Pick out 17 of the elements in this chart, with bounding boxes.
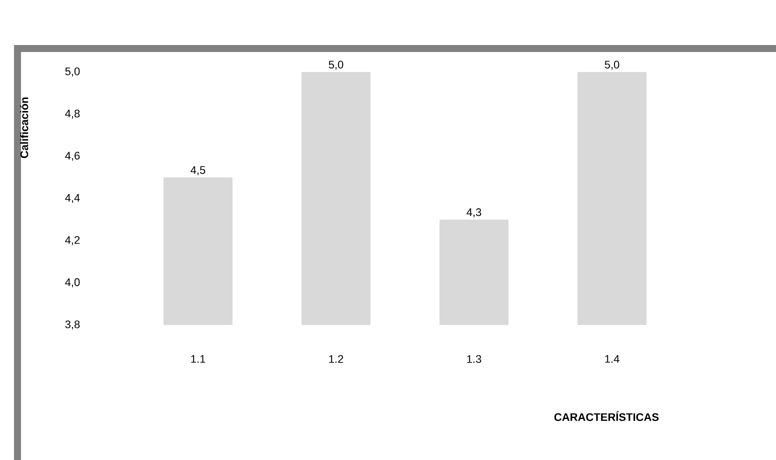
y-axis-title: Calificación	[20, 97, 28, 158]
x-tick-label: 1.4	[605, 355, 620, 363]
data-label: 4,3	[466, 208, 482, 218]
y-tick-label: 5,0	[65, 67, 80, 77]
x-axis-title: CARACTERÍSTICAS	[554, 411, 659, 422]
y-tick-label: 4,2	[65, 236, 80, 246]
x-tick-label: 1.2	[329, 355, 344, 363]
y-tick-label: 3,8	[65, 320, 80, 330]
data-label: 5,0	[328, 60, 344, 70]
y-tick-label: 4,0	[65, 278, 80, 288]
data-label: 5,0	[604, 60, 620, 70]
y-tick-label: 4,8	[65, 110, 80, 119]
y-tick-label: 4,6	[65, 152, 80, 161]
x-tick-label: 1.1	[191, 355, 206, 363]
y-tick-label: 4,4	[65, 194, 80, 203]
x-tick-label: 1.3	[467, 355, 482, 363]
data-label: 4,5	[190, 166, 206, 176]
